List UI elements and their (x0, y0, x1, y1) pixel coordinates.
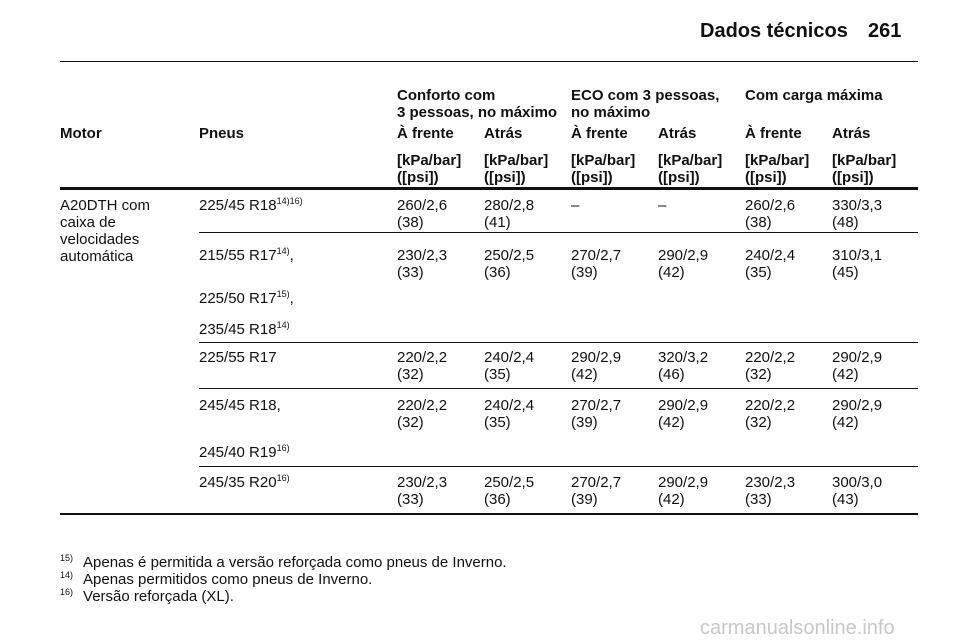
column-header: À frente (571, 125, 628, 142)
pressure: 290/2,9 (42) (832, 397, 883, 431)
tyre: 245/45 R18, (199, 397, 281, 414)
pressure: 270/2,7 (39) (571, 247, 622, 281)
watermark: carmanualsonline.info (700, 617, 895, 639)
pressure: 300/3,0 (43) (832, 474, 883, 508)
tyre: 245/40 R1916) (199, 443, 290, 462)
rule (60, 61, 918, 62)
motor: A20DTH com caixa de velocidades automáti… (60, 197, 151, 265)
column-header: Atrás (832, 125, 871, 142)
tyre: 225/55 R17 (199, 349, 277, 366)
group-header: Conforto com 3 pessoas, no máximo (397, 87, 558, 121)
rule (199, 342, 918, 343)
unit: [kPa/bar] ([psi]) (658, 152, 723, 186)
separator: , (289, 290, 294, 307)
column-header: À frente (397, 125, 454, 142)
unit: [kPa/bar] ([psi]) (484, 152, 549, 186)
rule (199, 388, 918, 389)
unit: [kPa/bar] ([psi]) (397, 152, 462, 186)
tyre: 235/45 R1814) (199, 320, 290, 339)
pressure: 240/2,4 (35) (745, 247, 796, 281)
tyre-name: 245/35 R20 (199, 474, 277, 491)
pressure: 230/2,3 (33) (397, 247, 448, 281)
pressure: 240/2,4 (35) (484, 349, 535, 383)
footnote-ref: 16) (276, 473, 290, 483)
pressure: – (571, 197, 580, 214)
footnote: 16) Versão reforçada (XL). (60, 587, 234, 606)
footnote-mark: 16) (60, 587, 74, 597)
pressure: 290/2,9 (42) (658, 247, 709, 281)
footnote-ref: 14) (276, 246, 290, 256)
footnote: 15) Apenas é permitida a versão reforçada… (60, 553, 507, 572)
pressure: 220/2,2 (32) (745, 397, 796, 431)
pressure: 220/2,2 (32) (745, 349, 796, 383)
pressure: 230/2,3 (33) (745, 474, 796, 508)
pressure: 240/2,4 (35) (484, 397, 535, 431)
page-number: 261 (868, 20, 902, 42)
unit: [kPa/bar] ([psi]) (745, 152, 810, 186)
pressure: 290/2,9 (42) (832, 349, 883, 383)
tyre: 245/35 R2016) (199, 473, 290, 492)
column-header: Motor (60, 125, 102, 142)
footnote-ref: 16) (276, 443, 290, 453)
rule (199, 466, 918, 467)
pressure: – (658, 197, 667, 214)
pressure: 270/2,7 (39) (571, 474, 622, 508)
unit: [kPa/bar] ([psi]) (832, 152, 897, 186)
pressure: 290/2,9 (42) (658, 397, 709, 431)
unit: [kPa/bar] ([psi]) (571, 152, 636, 186)
tyre: 225/50 R1715), (199, 289, 294, 308)
pressure: 270/2,7 (39) (571, 397, 622, 431)
pressure: 280/2,8 (41) (484, 197, 535, 231)
pressure: 220/2,2 (32) (397, 397, 448, 431)
column-header: Atrás (658, 125, 697, 142)
footnote-text: Apenas permitidos como pneus de Inverno. (83, 571, 373, 588)
pressure: 290/2,9 (42) (571, 349, 622, 383)
footnote-ref: 15) (276, 289, 290, 299)
footnote-mark: 14) (60, 570, 74, 580)
footnote-ref: 14) (276, 320, 290, 330)
pressure: 320/3,2 (46) (658, 349, 709, 383)
tyre: 215/55 R1714), (199, 246, 294, 265)
footnote: 14) Apenas permitidos como pneus de Inver… (60, 570, 373, 589)
footnote-text: Apenas é permitida a versão reforçada co… (83, 554, 507, 571)
header-title: Dados técnicos (700, 20, 848, 42)
footnote-ref: 14)16) (276, 196, 303, 206)
tyre-name: 245/45 R18, (199, 397, 281, 414)
column-header: Pneus (199, 125, 245, 142)
tyre-name: 225/50 R17 (199, 290, 277, 307)
pressure: 250/2,5 (36) (484, 474, 535, 508)
pressure: 290/2,9 (42) (658, 474, 709, 508)
pressure: 230/2,3 (33) (397, 474, 448, 508)
pressure: 220/2,2 (32) (397, 349, 448, 383)
tyre-name: 225/55 R17 (199, 349, 277, 366)
pressure: 310/3,1 (45) (832, 247, 883, 281)
pressure: 330/3,3 (48) (832, 197, 883, 231)
group-header: Com carga máxima (745, 87, 883, 104)
column-header: À frente (745, 125, 802, 142)
tyre-name: 235/45 R18 (199, 321, 277, 338)
rule (60, 513, 918, 515)
tyre: 225/45 R1814)16) (199, 196, 303, 215)
rule (199, 232, 918, 233)
pressure: 250/2,5 (36) (484, 247, 535, 281)
pressure: 260/2,6 (38) (745, 197, 796, 231)
rule (60, 187, 918, 190)
column-header: Atrás (484, 125, 523, 142)
footnote-mark: 15) (60, 553, 74, 563)
tyre-name: 215/55 R17 (199, 247, 277, 264)
tyre-name: 225/45 R18 (199, 197, 277, 214)
tyre-name: 245/40 R19 (199, 444, 277, 461)
footnote-text: Versão reforçada (XL). (83, 588, 234, 605)
group-header: ECO com 3 pessoas, no máximo (571, 87, 720, 121)
pressure: 260/2,6 (38) (397, 197, 448, 231)
separator: , (289, 247, 294, 264)
